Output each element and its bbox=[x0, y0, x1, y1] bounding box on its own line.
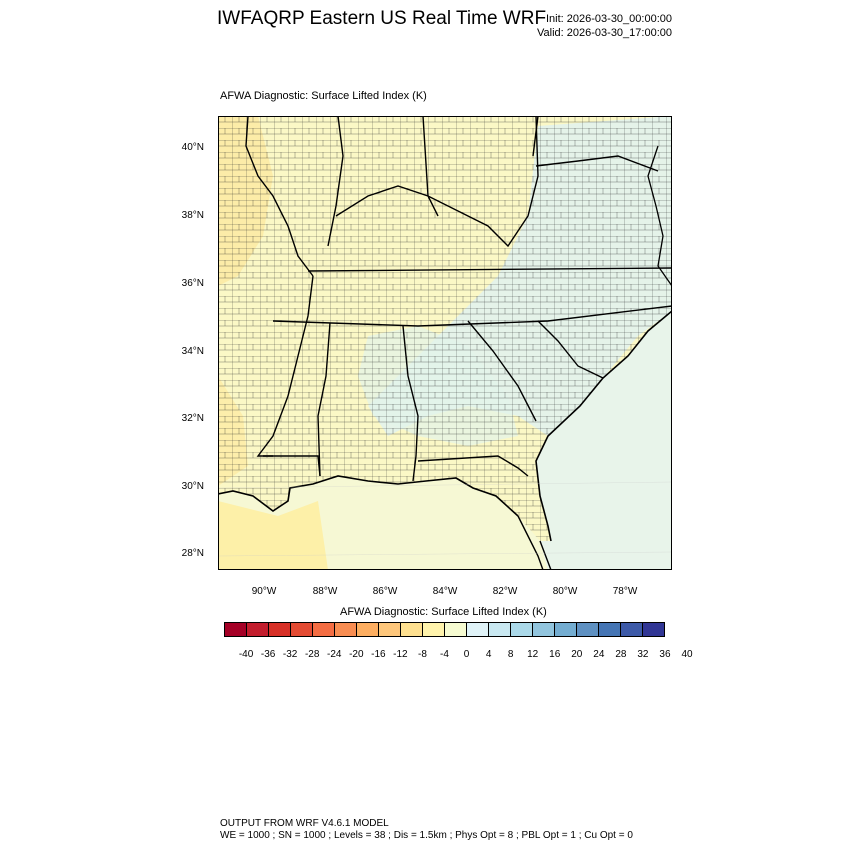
map-frame bbox=[218, 116, 672, 570]
state-boundaries bbox=[245, 116, 672, 482]
lat-label-36: 36°N bbox=[181, 278, 204, 289]
colorbar-swatch bbox=[533, 623, 555, 636]
colorbar-tick-label: -24 bbox=[327, 649, 342, 660]
lon-label-88: 88°W bbox=[312, 586, 338, 597]
colorbar-swatch bbox=[313, 623, 335, 636]
florida-peninsula bbox=[517, 515, 552, 570]
colorbar-tick-label: 0 bbox=[463, 649, 470, 660]
colorbar-swatch bbox=[269, 623, 291, 636]
colorbar-swatch bbox=[599, 623, 621, 636]
colorbar-swatch bbox=[401, 623, 423, 636]
colorbar-swatch bbox=[445, 623, 467, 636]
colorbar-tick-label: 28 bbox=[615, 649, 627, 660]
lon-label-80: 80°W bbox=[552, 586, 578, 597]
lon-label-78: 78°W bbox=[612, 586, 638, 597]
colorbar-tick-label: 4 bbox=[485, 649, 492, 660]
colorbar-tick-label: 8 bbox=[507, 649, 514, 660]
colorbar-tick-label: -32 bbox=[282, 649, 298, 660]
init-valid-times: Init: 2026-03-30_00:00:00 Valid: 2026-03… bbox=[537, 12, 672, 40]
model-version: OUTPUT FROM WRF V4.6.1 MODEL bbox=[220, 818, 389, 829]
colorbar-swatch bbox=[357, 623, 379, 636]
colorbar-tick-label: 24 bbox=[593, 649, 605, 660]
colorbar-swatch bbox=[247, 623, 269, 636]
lat-label-30: 30°N bbox=[181, 481, 204, 492]
colorbar-tick-label: 36 bbox=[659, 649, 671, 660]
colorbar-swatch bbox=[291, 623, 313, 636]
colorbar bbox=[224, 622, 665, 637]
colorbar-title: AFWA Diagnostic: Surface Lifted Index (K… bbox=[340, 606, 547, 618]
gulf-warmer-region bbox=[218, 501, 328, 570]
colorbar-tick-label: -28 bbox=[304, 649, 320, 660]
init-time: Init: 2026-03-30_00:00:00 bbox=[546, 13, 672, 25]
colorbar-swatch bbox=[423, 623, 445, 636]
valid-time: Valid: 2026-03-30_17:00:00 bbox=[537, 27, 672, 39]
colorbar-swatch bbox=[225, 623, 247, 636]
colorbar-swatch bbox=[643, 623, 664, 636]
graticule bbox=[218, 481, 672, 557]
model-info: OUTPUT FROM WRF V4.6.1 MODEL WE = 1000 ;… bbox=[220, 818, 633, 842]
colorbar-swatch bbox=[621, 623, 643, 636]
colorbar-swatch bbox=[335, 623, 357, 636]
colorbar-swatch bbox=[511, 623, 533, 636]
plot-title: IWFAQRP Eastern US Real Time WRF bbox=[217, 8, 547, 29]
colorbar-tick-label: -40 bbox=[238, 649, 254, 660]
colorbar-swatch bbox=[555, 623, 577, 636]
lifted-index-map bbox=[218, 116, 672, 570]
lon-label-90: 90°W bbox=[251, 586, 277, 597]
colorbar-tick-label: -4 bbox=[440, 649, 449, 660]
lon-label-86: 86°W bbox=[372, 586, 398, 597]
colorbar-tick-label: -36 bbox=[260, 649, 276, 660]
colorbar-tick-label: -8 bbox=[417, 649, 427, 660]
map-subtitle: AFWA Diagnostic: Surface Lifted Index (K… bbox=[220, 90, 427, 102]
colorbar-swatch bbox=[379, 623, 401, 636]
lat-label-38: 38°N bbox=[181, 210, 204, 221]
colorbar-tick-label: -20 bbox=[349, 649, 364, 660]
lat-label-28: 28°N bbox=[181, 548, 204, 559]
model-settings: WE = 1000 ; SN = 1000 ; Levels = 38 ; Di… bbox=[220, 830, 633, 841]
lat-label-34: 34°N bbox=[181, 346, 204, 357]
colorbar-tick-label: 32 bbox=[637, 649, 649, 660]
lat-label-32: 32°N bbox=[181, 413, 204, 424]
chesapeake-coast bbox=[647, 145, 672, 287]
lon-label-82: 82°W bbox=[492, 586, 518, 597]
colorbar-tick-label: 40 bbox=[681, 649, 693, 660]
colorbar-swatch bbox=[577, 623, 599, 636]
colorbar-swatch bbox=[467, 623, 489, 636]
colorbar-tick-label: -12 bbox=[393, 649, 408, 660]
colorbar-tick-label: 16 bbox=[549, 649, 561, 660]
lon-label-84: 84°W bbox=[432, 586, 458, 597]
colorbar-tick-label: -16 bbox=[371, 649, 386, 660]
colorbar-tick-label: 12 bbox=[527, 649, 539, 660]
lat-label-40: 40°N bbox=[181, 142, 204, 153]
colorbar-swatch bbox=[489, 623, 511, 636]
colorbar-tick-label: 20 bbox=[571, 649, 583, 660]
